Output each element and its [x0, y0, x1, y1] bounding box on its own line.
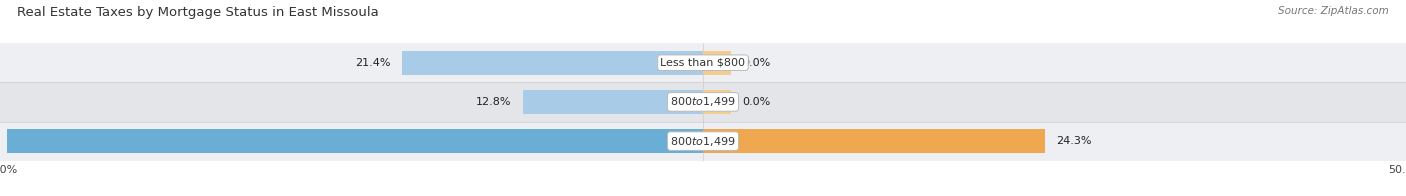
- Bar: [0, 43, 1406, 82]
- Bar: [402, 51, 703, 75]
- Bar: [7, 129, 703, 153]
- Text: $800 to $1,499: $800 to $1,499: [671, 135, 735, 148]
- Bar: [703, 129, 1045, 153]
- Text: 21.4%: 21.4%: [356, 58, 391, 68]
- Text: 24.3%: 24.3%: [1056, 136, 1091, 146]
- Text: Less than $800: Less than $800: [661, 58, 745, 68]
- Text: 0.0%: 0.0%: [742, 58, 770, 68]
- Bar: [0, 122, 1406, 161]
- Bar: [0, 82, 1406, 122]
- Text: 0.0%: 0.0%: [742, 97, 770, 107]
- Text: 12.8%: 12.8%: [477, 97, 512, 107]
- Bar: [703, 51, 731, 75]
- Bar: [523, 90, 703, 114]
- Text: $800 to $1,499: $800 to $1,499: [671, 95, 735, 108]
- Bar: [703, 90, 731, 114]
- Text: Real Estate Taxes by Mortgage Status in East Missoula: Real Estate Taxes by Mortgage Status in …: [17, 6, 378, 19]
- Text: Source: ZipAtlas.com: Source: ZipAtlas.com: [1278, 6, 1389, 16]
